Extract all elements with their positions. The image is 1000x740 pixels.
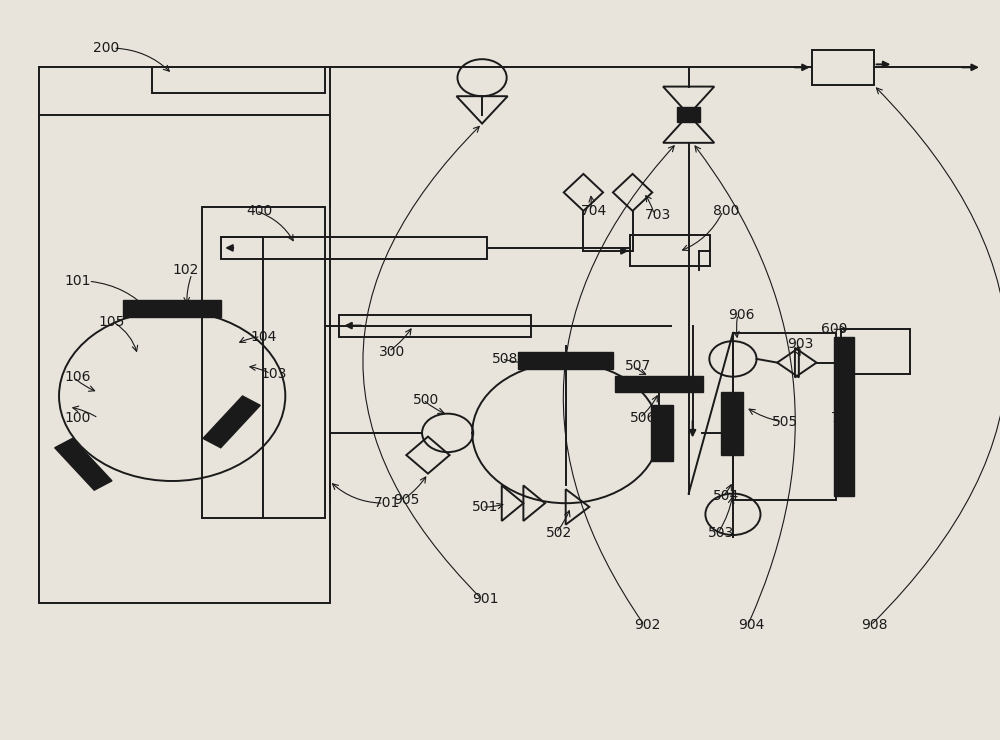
Text: 506: 506 <box>630 411 656 425</box>
Text: 701: 701 <box>374 497 400 510</box>
Text: 103: 103 <box>261 367 287 380</box>
Text: 901: 901 <box>472 593 499 606</box>
Text: 704: 704 <box>580 204 607 218</box>
Text: 400: 400 <box>246 204 272 218</box>
Bar <box>721 392 743 455</box>
Text: 508: 508 <box>492 352 518 366</box>
Text: 102: 102 <box>172 263 199 277</box>
Bar <box>203 396 260 448</box>
Bar <box>339 314 531 337</box>
Text: 905: 905 <box>394 493 420 506</box>
Text: 800: 800 <box>713 204 740 218</box>
Bar <box>518 352 613 369</box>
Bar <box>733 333 836 500</box>
Bar <box>55 438 112 490</box>
Text: 106: 106 <box>64 371 90 384</box>
Bar <box>221 237 487 259</box>
Text: 104: 104 <box>251 330 277 343</box>
Bar <box>834 337 854 496</box>
Text: 906: 906 <box>728 308 755 321</box>
Bar <box>39 115 330 603</box>
Bar <box>812 50 874 85</box>
Text: 904: 904 <box>738 619 764 632</box>
Text: 100: 100 <box>64 411 90 425</box>
Text: 500: 500 <box>413 393 439 406</box>
Bar <box>651 405 673 461</box>
Text: 600: 600 <box>821 323 848 336</box>
Text: 502: 502 <box>546 526 572 539</box>
Text: 902: 902 <box>635 619 661 632</box>
Text: 505: 505 <box>772 415 799 428</box>
Text: 908: 908 <box>861 619 887 632</box>
Bar <box>152 67 325 92</box>
Text: 703: 703 <box>644 208 671 221</box>
Bar <box>677 107 700 122</box>
Bar <box>202 207 325 518</box>
Text: 504: 504 <box>713 489 740 502</box>
Text: 507: 507 <box>625 360 651 373</box>
Text: 702: 702 <box>831 411 858 425</box>
Text: 200: 200 <box>93 41 120 55</box>
Text: 300: 300 <box>379 345 405 358</box>
Text: 101: 101 <box>64 275 90 288</box>
Bar <box>123 300 221 317</box>
Bar <box>630 235 710 266</box>
Text: 503: 503 <box>708 526 735 539</box>
Text: 501: 501 <box>472 500 499 514</box>
Bar <box>841 329 910 374</box>
Text: 903: 903 <box>787 337 813 351</box>
Text: 105: 105 <box>98 315 125 329</box>
Bar <box>615 376 703 392</box>
